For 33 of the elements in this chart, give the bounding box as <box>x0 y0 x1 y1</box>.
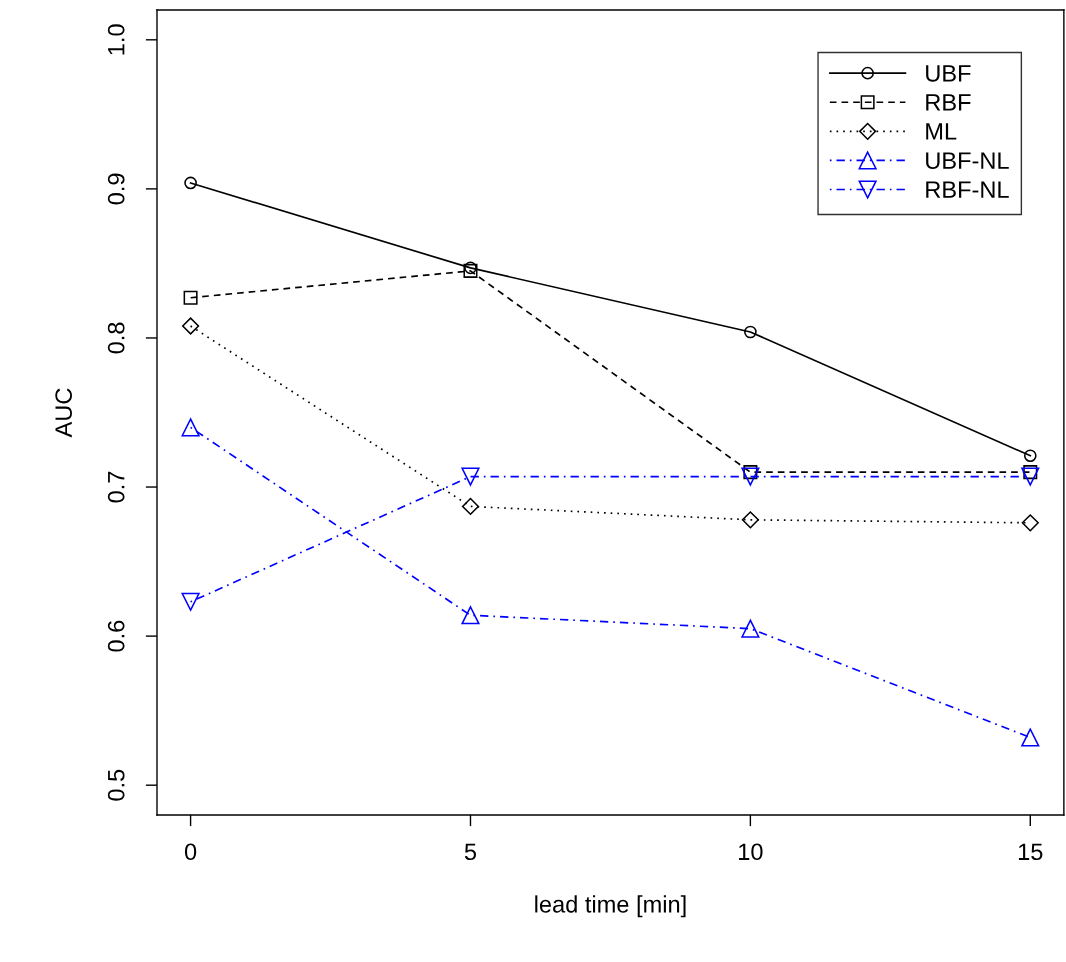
point <box>461 497 480 516</box>
y-tick-label: 0.5 <box>107 769 125 801</box>
x-axis-title: lead time [min] <box>535 895 686 918</box>
y-tick-label: 0.7 <box>107 471 125 503</box>
legend-label: UBF <box>926 65 971 82</box>
y-tick-label: 0.6 <box>107 620 125 652</box>
x-tick-label: 5 <box>464 843 477 861</box>
x-tick-label: 15 <box>1018 843 1043 861</box>
point <box>1021 514 1039 532</box>
y-tick-label: 1.0 <box>107 24 125 55</box>
point <box>744 325 757 339</box>
x-tick-label: 10 <box>739 843 763 861</box>
y-axis-title: AUC <box>55 388 72 438</box>
legend-label: RBF-NL <box>926 181 1009 198</box>
y-tick-label: 0.9 <box>107 173 125 205</box>
point <box>461 606 480 625</box>
point <box>1023 449 1037 463</box>
point <box>741 619 760 638</box>
point <box>1021 467 1040 486</box>
point <box>1021 728 1040 747</box>
point <box>183 290 198 305</box>
legend-label: ML <box>926 123 957 140</box>
y-tick-label: 0.8 <box>107 322 125 354</box>
point <box>741 467 760 486</box>
point <box>184 176 197 190</box>
point <box>181 317 200 335</box>
legend-label: UBF-NL <box>926 152 1009 169</box>
point <box>461 467 480 486</box>
point <box>741 511 760 529</box>
point <box>181 418 200 437</box>
legend-label: RBF <box>926 94 971 111</box>
x-tick-label: 0 <box>184 843 197 861</box>
point <box>181 592 200 611</box>
